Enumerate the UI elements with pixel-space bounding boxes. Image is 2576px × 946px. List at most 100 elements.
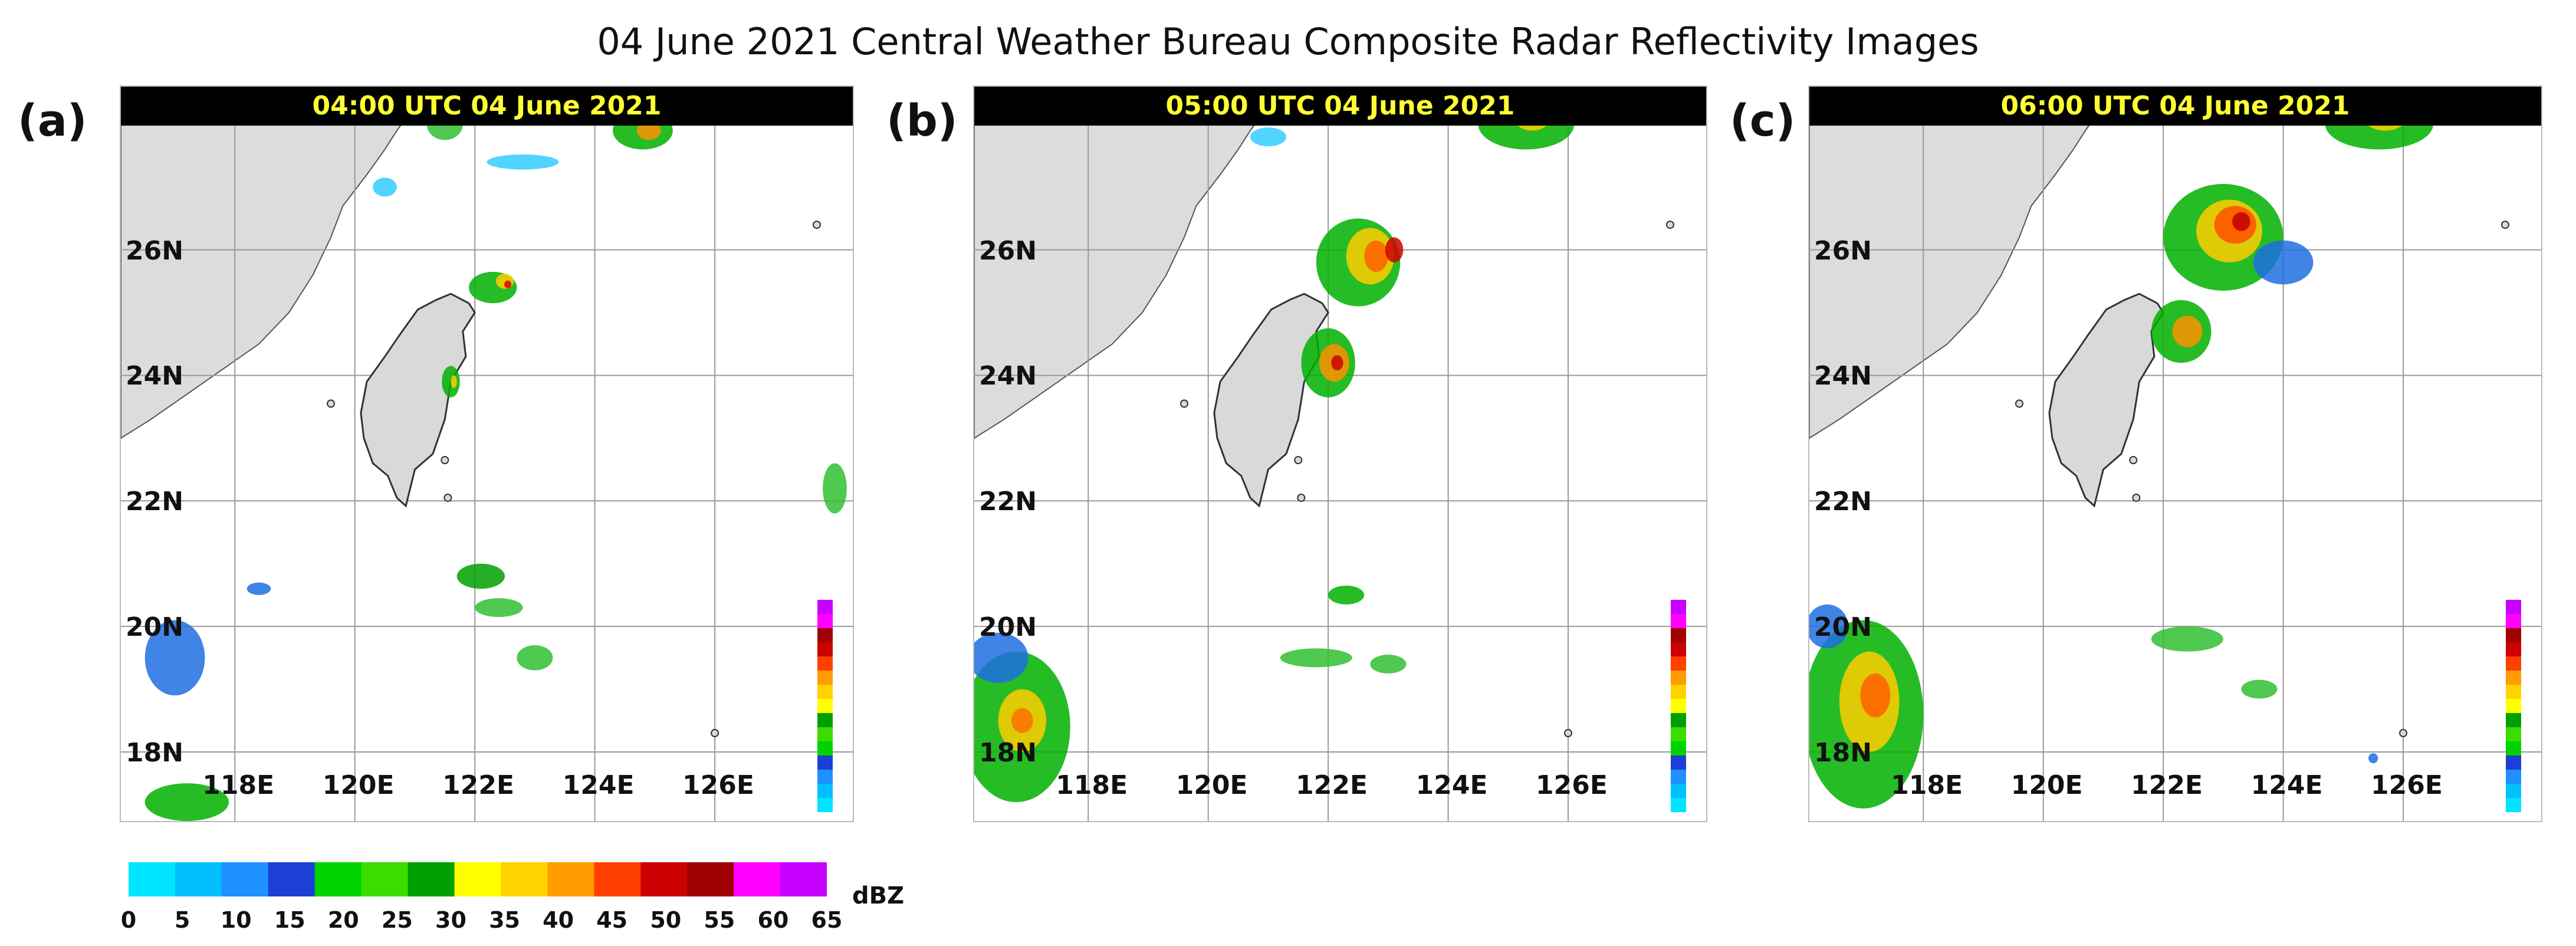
reflectivity-cell bbox=[2172, 316, 2203, 347]
panel-a-label: (a) bbox=[18, 96, 87, 146]
reflectivity-cell bbox=[2253, 240, 2314, 285]
reflectivity-cell bbox=[1809, 604, 1849, 649]
colorbar-segment bbox=[734, 862, 781, 896]
colorbar-tick-label: 15 bbox=[274, 907, 305, 933]
mini-colorbar-segment bbox=[2506, 784, 2521, 799]
reflectivity-cell bbox=[636, 121, 661, 140]
island bbox=[327, 399, 336, 408]
lat-label: 26N bbox=[979, 235, 1037, 266]
taiwan-island bbox=[2048, 293, 2164, 508]
lat-label: 24N bbox=[1814, 361, 1872, 392]
colorbar-tick-label: 20 bbox=[327, 907, 359, 933]
colorbar-segment bbox=[175, 862, 222, 896]
island bbox=[2132, 493, 2141, 502]
reflectivity-cell bbox=[2241, 679, 2278, 699]
colorbar-segment bbox=[594, 862, 642, 896]
figure-title: 04 June 2021 Central Weather Bureau Comp… bbox=[597, 20, 1979, 63]
lon-label: 124E bbox=[562, 770, 635, 800]
reflectivity-cell bbox=[144, 620, 205, 696]
time-banner-c: 06:00 UTC 04 June 2021 bbox=[1809, 87, 2541, 126]
reflectivity-cell bbox=[823, 463, 847, 514]
mini-colorbar-segment bbox=[1671, 685, 1686, 699]
reflectivity-cell bbox=[1860, 673, 1891, 718]
lon-label: 118E bbox=[1891, 770, 1963, 800]
colorbar-segment bbox=[221, 862, 269, 896]
island bbox=[711, 729, 719, 738]
island bbox=[441, 456, 449, 465]
lat-label: 26N bbox=[1814, 235, 1872, 266]
lon-label: 126E bbox=[2371, 770, 2443, 800]
radar-map-panel-c: 06:00 UTC 04 June 2021 26N 24N 22N 20N 18N 11… bbox=[1808, 86, 2542, 822]
island bbox=[812, 221, 821, 229]
colorbar-segment bbox=[314, 862, 362, 896]
island bbox=[2501, 221, 2509, 229]
mini-colorbar bbox=[2506, 600, 2521, 812]
lat-label: 20N bbox=[126, 612, 184, 643]
mini-colorbar-segment bbox=[2506, 656, 2521, 671]
colorbar-tick-label: 35 bbox=[489, 907, 520, 933]
colorbar-segment bbox=[687, 862, 735, 896]
mini-colorbar bbox=[1671, 600, 1686, 812]
mini-colorbar-segment bbox=[1671, 614, 1686, 629]
map-canvas bbox=[1809, 87, 2541, 821]
lat-label: 24N bbox=[126, 361, 184, 392]
colorbar-segment bbox=[780, 862, 827, 896]
mini-colorbar-segment bbox=[817, 798, 833, 812]
mini-colorbar-segment bbox=[2506, 756, 2521, 770]
mini-colorbar-segment bbox=[2506, 770, 2521, 784]
mini-colorbar-segment bbox=[1671, 699, 1686, 714]
mini-colorbar-segment bbox=[1671, 770, 1686, 784]
colorbar-unit: dBZ bbox=[852, 882, 905, 909]
reflectivity-cell bbox=[2368, 753, 2378, 764]
reflectivity-cell bbox=[487, 154, 559, 170]
reflectivity-cell bbox=[2232, 212, 2250, 231]
colorbar-tick-label: 40 bbox=[543, 907, 574, 933]
lat-label: 24N bbox=[979, 361, 1037, 392]
colorbar-tick-label: 55 bbox=[704, 907, 735, 933]
mini-colorbar-segment bbox=[1671, 798, 1686, 812]
radar-map-panel-a: 04:00 UTC 04 June 2021 26N 24N 22N 20N 18N 11… bbox=[120, 86, 854, 822]
lat-label: 22N bbox=[126, 487, 184, 517]
colorbar-tick-label: 50 bbox=[650, 907, 682, 933]
reflectivity-cell bbox=[373, 178, 397, 197]
lon-label: 120E bbox=[322, 770, 395, 800]
lat-label: 20N bbox=[979, 612, 1037, 643]
time-banner-b: 05:00 UTC 04 June 2021 bbox=[974, 87, 1706, 126]
mini-colorbar-segment bbox=[2506, 741, 2521, 756]
mini-colorbar-segment bbox=[2506, 798, 2521, 812]
island bbox=[1665, 221, 1674, 229]
mini-colorbar-segment bbox=[1671, 628, 1686, 643]
mini-colorbar-segment bbox=[1671, 756, 1686, 770]
lon-label: 120E bbox=[2010, 770, 2083, 800]
mini-colorbar-segment bbox=[817, 756, 833, 770]
reflectivity-cell bbox=[475, 598, 523, 617]
mini-colorbar-segment bbox=[2506, 600, 2521, 615]
colorbar bbox=[129, 862, 827, 896]
reflectivity-cell bbox=[456, 563, 505, 589]
mini-colorbar-segment bbox=[2506, 628, 2521, 643]
mini-colorbar-segment bbox=[2506, 713, 2521, 728]
colorbar-segment bbox=[640, 862, 688, 896]
reflectivity-cell bbox=[1250, 127, 1286, 147]
mini-colorbar-segment bbox=[2506, 614, 2521, 629]
map-canvas bbox=[974, 87, 1706, 821]
reflectivity-cell bbox=[1280, 648, 1352, 668]
mini-colorbar-segment bbox=[1671, 784, 1686, 799]
island bbox=[1297, 493, 1306, 502]
mini-colorbar-segment bbox=[2506, 699, 2521, 714]
lon-label: 124E bbox=[2250, 770, 2323, 800]
mini-colorbar-segment bbox=[817, 727, 833, 742]
reflectivity-cell bbox=[504, 280, 512, 288]
lat-label: 18N bbox=[126, 737, 184, 768]
colorbar-segment bbox=[547, 862, 595, 896]
lat-label: 22N bbox=[979, 487, 1037, 517]
lon-label: 118E bbox=[202, 770, 275, 800]
mini-colorbar-segment bbox=[817, 784, 833, 799]
island bbox=[443, 493, 452, 502]
lon-label: 122E bbox=[1296, 770, 1368, 800]
colorbar-tick-label: 0 bbox=[120, 907, 137, 933]
reflectivity-cell bbox=[1385, 237, 1404, 262]
reflectivity-cell bbox=[2151, 626, 2223, 652]
panel-c-label: (c) bbox=[1730, 96, 1796, 146]
lon-label: 124E bbox=[1415, 770, 1488, 800]
